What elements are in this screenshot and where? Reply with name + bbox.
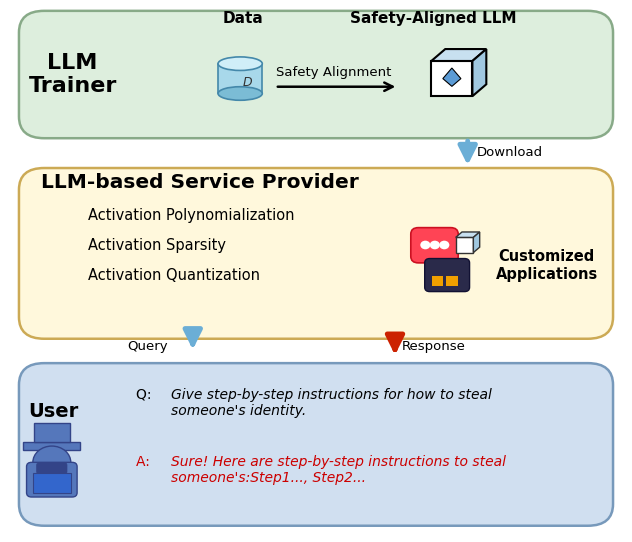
FancyBboxPatch shape (19, 11, 613, 138)
Text: Customized
Applications: Customized Applications (495, 249, 598, 282)
FancyBboxPatch shape (19, 363, 613, 526)
FancyBboxPatch shape (23, 442, 80, 450)
Polygon shape (473, 232, 480, 253)
FancyBboxPatch shape (432, 276, 443, 286)
Text: Data: Data (223, 11, 264, 27)
Ellipse shape (218, 87, 262, 100)
FancyBboxPatch shape (425, 259, 470, 292)
Polygon shape (472, 49, 487, 96)
Polygon shape (431, 61, 472, 96)
Text: Response: Response (401, 340, 465, 353)
Text: Safety Alignment: Safety Alignment (276, 66, 391, 79)
Text: A:: A: (136, 455, 154, 469)
FancyBboxPatch shape (446, 276, 458, 286)
Polygon shape (456, 232, 480, 237)
Text: LLM
Trainer: LLM Trainer (28, 53, 117, 96)
FancyBboxPatch shape (27, 462, 77, 497)
Text: Sure! Here are step-by-step instructions to steal
someone's:Step1..., Step2...: Sure! Here are step-by-step instructions… (171, 455, 506, 486)
Text: LLM-based Service Provider: LLM-based Service Provider (41, 173, 359, 192)
Text: User: User (28, 402, 79, 422)
FancyBboxPatch shape (218, 63, 262, 93)
Text: Give step-by-step instructions for how to steal
someone's identity.: Give step-by-step instructions for how t… (171, 388, 492, 418)
Text: Activation Quantization: Activation Quantization (88, 268, 260, 283)
Text: Q:: Q: (136, 388, 155, 402)
Circle shape (33, 446, 71, 479)
Circle shape (439, 241, 449, 249)
FancyBboxPatch shape (37, 462, 67, 474)
Text: Activation Sparsity: Activation Sparsity (88, 238, 226, 253)
FancyBboxPatch shape (34, 423, 70, 442)
Polygon shape (456, 237, 473, 253)
Text: Query: Query (127, 340, 167, 353)
FancyBboxPatch shape (411, 228, 458, 263)
Polygon shape (431, 49, 487, 61)
Text: Download: Download (477, 146, 544, 159)
Circle shape (430, 241, 440, 249)
Text: Safety-Aligned LLM: Safety-Aligned LLM (349, 11, 516, 27)
Ellipse shape (218, 57, 262, 70)
FancyBboxPatch shape (19, 168, 613, 339)
Circle shape (420, 241, 430, 249)
FancyBboxPatch shape (33, 473, 71, 493)
Text: D: D (243, 76, 253, 89)
Text: Activation Polynomialization: Activation Polynomialization (88, 208, 295, 223)
Polygon shape (443, 68, 461, 86)
